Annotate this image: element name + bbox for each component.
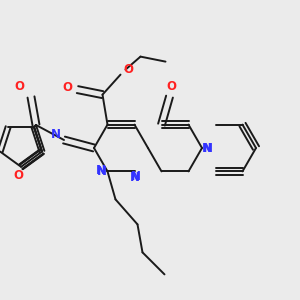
Text: O: O bbox=[124, 63, 134, 76]
Text: N: N bbox=[130, 170, 140, 183]
Text: O: O bbox=[14, 80, 24, 94]
Text: N: N bbox=[95, 164, 106, 177]
Text: O: O bbox=[62, 81, 73, 94]
Text: N: N bbox=[203, 142, 213, 154]
Text: N: N bbox=[51, 128, 61, 142]
Text: O: O bbox=[13, 169, 23, 182]
Text: N: N bbox=[130, 171, 140, 184]
Text: N: N bbox=[97, 165, 106, 178]
Text: N: N bbox=[202, 142, 212, 154]
Text: O: O bbox=[167, 80, 176, 93]
